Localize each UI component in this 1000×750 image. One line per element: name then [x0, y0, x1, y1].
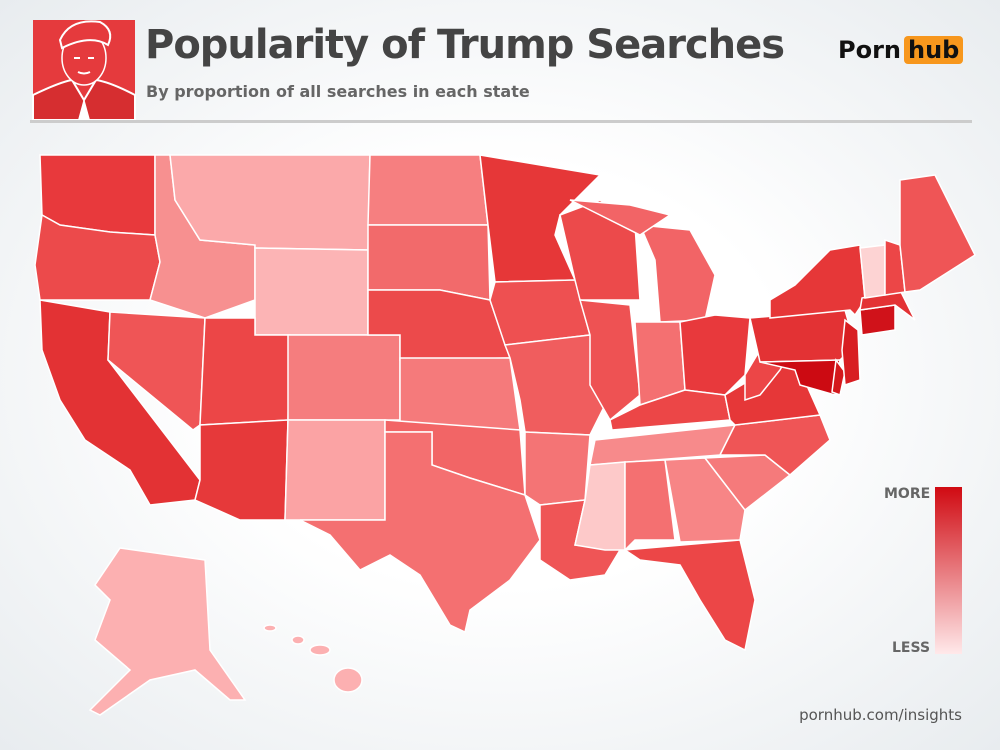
- footer: pornhub.com/insights: [799, 706, 962, 724]
- subtitle: By proportion of all searches in each st…: [146, 82, 530, 101]
- state: [841, 318, 861, 387]
- state: [624, 459, 676, 552]
- state: [769, 244, 866, 319]
- island: [309, 644, 331, 656]
- logo: Porn hub: [838, 36, 964, 64]
- legend-high: MORE: [884, 486, 931, 502]
- state: [664, 457, 746, 543]
- state: [367, 224, 491, 301]
- title: Popularity of Trump Searches: [145, 22, 785, 68]
- state: [679, 314, 751, 396]
- state: [299, 431, 541, 634]
- state: [194, 419, 289, 521]
- state: [489, 279, 591, 346]
- state: [524, 431, 591, 506]
- state: [287, 334, 401, 421]
- state: [284, 419, 386, 521]
- state: [831, 358, 846, 397]
- state: [169, 154, 371, 251]
- state: [399, 357, 521, 431]
- trump-icon: [32, 20, 136, 121]
- state: [622, 539, 756, 652]
- island: [263, 624, 277, 632]
- state: [367, 154, 489, 226]
- island: [291, 635, 305, 645]
- divider: [30, 120, 972, 123]
- logo-right: hub: [904, 36, 964, 64]
- logo-left: Porn: [838, 36, 901, 64]
- legend-low: LESS: [892, 640, 931, 656]
- state: [254, 247, 369, 336]
- island: [333, 667, 363, 693]
- state: [638, 224, 716, 323]
- state: [569, 199, 672, 236]
- state: [859, 244, 886, 299]
- legend-scale: [935, 487, 962, 654]
- state: [899, 174, 976, 293]
- state: [759, 359, 841, 396]
- state: [88, 547, 247, 716]
- state: [479, 154, 602, 283]
- state: [749, 309, 856, 363]
- state: [107, 311, 206, 431]
